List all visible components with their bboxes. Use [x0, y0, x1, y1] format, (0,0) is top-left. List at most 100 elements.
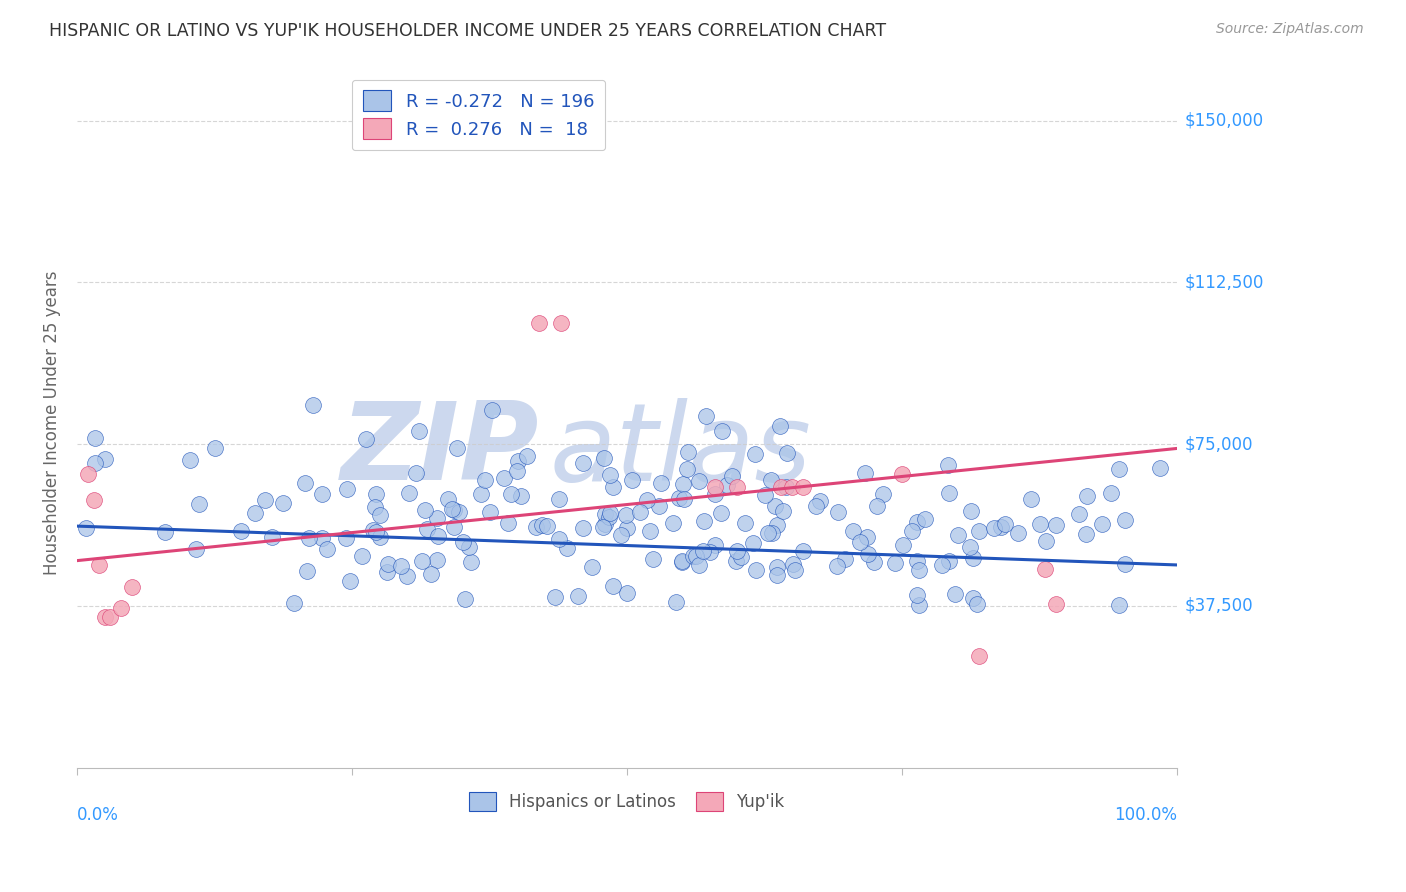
Point [650, 475, 672, 490]
Point [1069, 507, 1091, 521]
Point [1114, 558, 1136, 572]
Point [853, 466, 876, 480]
Point [572, 456, 595, 470]
Text: ZIP: ZIP [340, 397, 538, 503]
Point [572, 521, 595, 535]
Point [901, 524, 924, 538]
Point [699, 545, 721, 559]
Point [672, 492, 695, 507]
Point [184, 542, 207, 557]
Point [872, 487, 894, 501]
Point [772, 504, 794, 518]
Point [1029, 517, 1052, 532]
Point [610, 528, 633, 542]
Point [592, 519, 614, 533]
Point [481, 403, 503, 417]
Point [710, 506, 733, 520]
Point [1035, 534, 1057, 549]
Point [943, 587, 966, 601]
Point [593, 451, 616, 466]
Point [474, 473, 496, 487]
Point [761, 526, 783, 541]
Point [510, 489, 533, 503]
Point [908, 598, 931, 612]
Point [688, 475, 710, 489]
Point [890, 467, 912, 482]
Point [616, 520, 638, 534]
Point [544, 590, 567, 604]
Point [437, 492, 460, 507]
Point [692, 544, 714, 558]
Point [298, 531, 321, 545]
Point [446, 441, 468, 455]
Point [725, 480, 748, 494]
Point [335, 531, 357, 545]
Point [413, 502, 436, 516]
Point [759, 473, 782, 487]
Point [302, 398, 325, 412]
Point [693, 514, 716, 528]
Point [460, 555, 482, 569]
Point [375, 565, 398, 579]
Point [531, 518, 554, 533]
Point [426, 510, 449, 524]
Point [311, 531, 333, 545]
Point [614, 508, 637, 522]
Point [87, 558, 110, 572]
Point [959, 541, 981, 555]
Point [1045, 597, 1067, 611]
Point [426, 553, 449, 567]
Point [665, 595, 688, 609]
Point [555, 541, 578, 555]
Point [678, 445, 700, 459]
Point [599, 506, 621, 520]
Point [405, 466, 427, 480]
Point [470, 486, 492, 500]
Point [1091, 516, 1114, 531]
Point [1045, 518, 1067, 533]
Point [662, 516, 685, 530]
Point [1114, 513, 1136, 527]
Point [599, 468, 621, 483]
Point [496, 516, 519, 531]
Point [676, 462, 699, 476]
Point [1019, 492, 1042, 507]
Point [962, 551, 984, 566]
Point [1099, 485, 1122, 500]
Point [856, 531, 879, 545]
Point [668, 491, 690, 505]
Point [994, 517, 1017, 532]
Point [283, 596, 305, 610]
Point [883, 557, 905, 571]
Text: $75,000: $75,000 [1185, 435, 1254, 453]
Point [368, 530, 391, 544]
Point [581, 559, 603, 574]
Point [967, 648, 990, 663]
Point [419, 566, 441, 581]
Point [83, 430, 105, 444]
Point [1108, 462, 1130, 476]
Point [363, 523, 385, 537]
Point [936, 458, 959, 473]
Point [443, 520, 465, 534]
Text: $37,500: $37,500 [1185, 597, 1254, 615]
Point [967, 524, 990, 538]
Point [243, 506, 266, 520]
Text: atlas: atlas [550, 398, 811, 503]
Point [704, 538, 727, 552]
Point [856, 547, 879, 561]
Point [454, 592, 477, 607]
Point [724, 554, 747, 568]
Point [725, 544, 748, 558]
Point [710, 424, 733, 438]
Point [1076, 489, 1098, 503]
Point [354, 432, 377, 446]
Point [499, 486, 522, 500]
Point [756, 525, 779, 540]
Point [204, 441, 226, 455]
Point [842, 524, 865, 539]
Point [983, 521, 1005, 535]
Point [593, 517, 616, 532]
Point [716, 477, 738, 491]
Point [682, 549, 704, 564]
